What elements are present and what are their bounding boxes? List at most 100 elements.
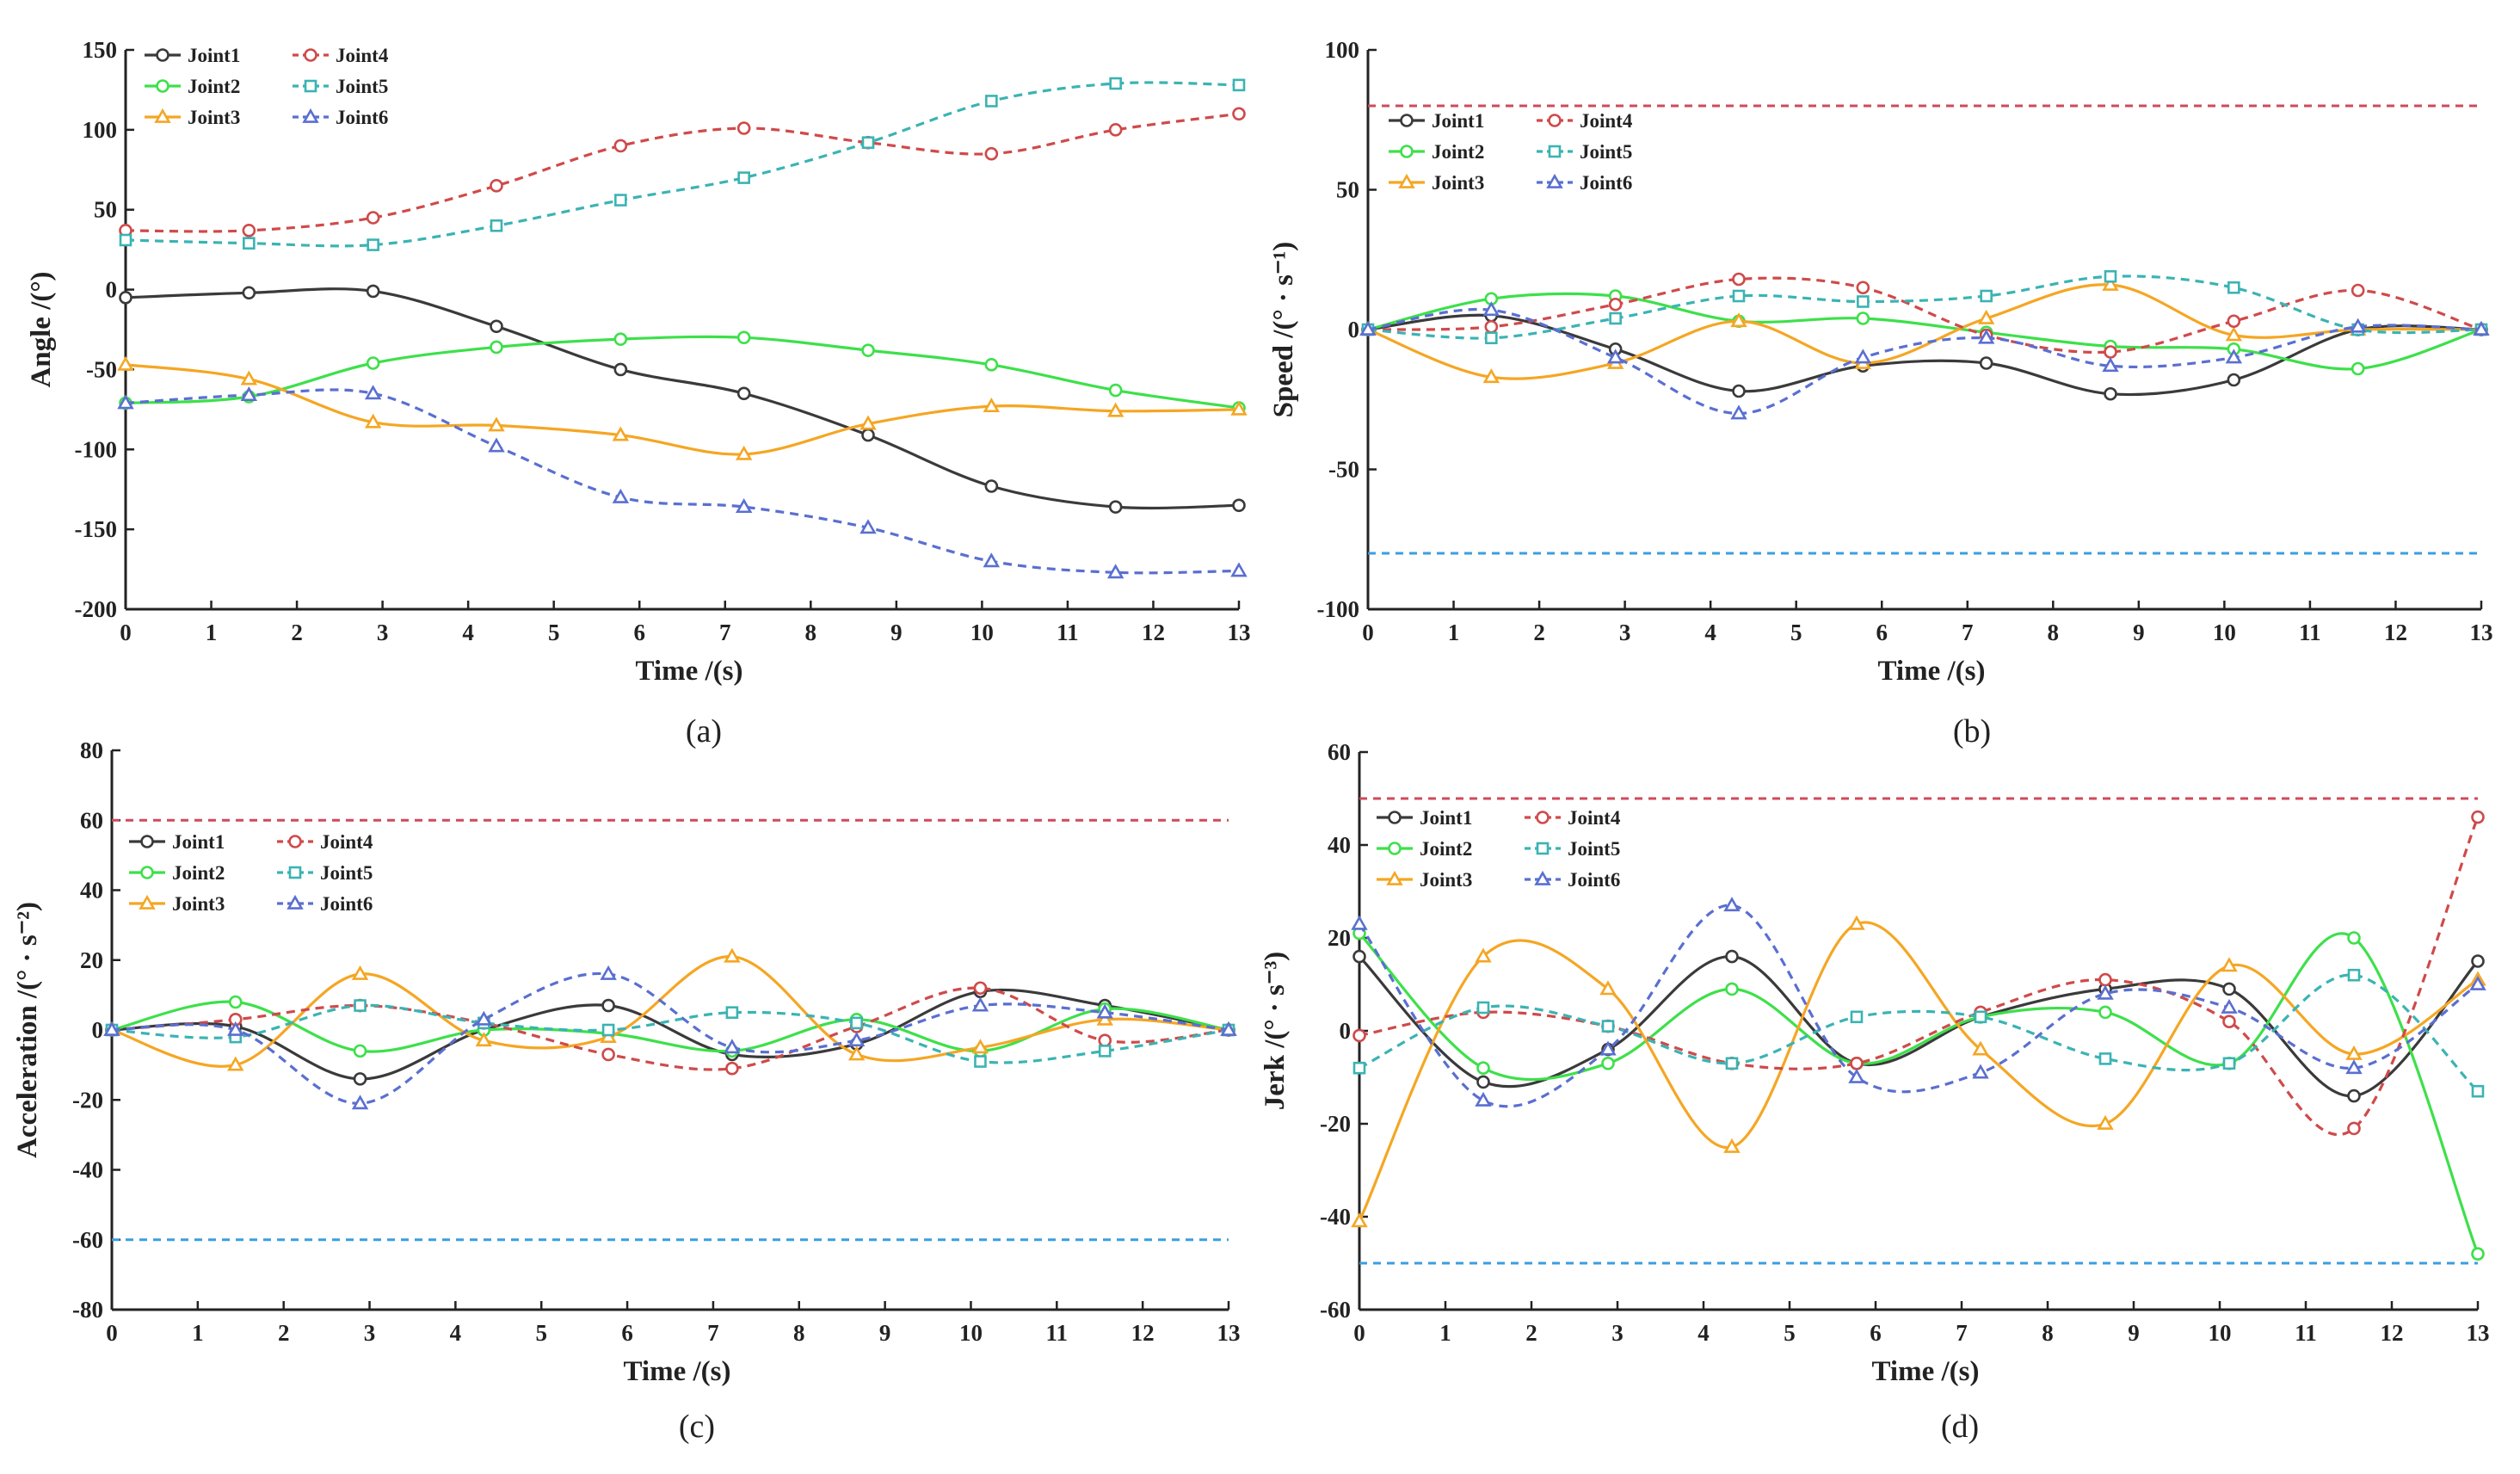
point-joint5 <box>1857 295 1870 308</box>
y-tick-label: -40 <box>1320 1204 1351 1230</box>
point-joint3 <box>227 1056 244 1071</box>
line-joint3 <box>125 363 1240 456</box>
point-joint2 <box>1108 383 1123 398</box>
legend-item-joint3: Joint3 <box>1377 869 1472 891</box>
legend-label: Joint3 <box>1432 172 1484 194</box>
legend-marker <box>140 835 154 848</box>
point-joint4 <box>1850 1057 1864 1070</box>
point-joint6 <box>1854 348 1872 364</box>
legend-marker <box>1548 145 1562 158</box>
legend-label: Joint3 <box>188 107 240 128</box>
legend-marker <box>156 48 169 62</box>
series-joint4 <box>119 107 1246 237</box>
point-joint5 <box>2222 1057 2236 1070</box>
point-joint3 <box>1475 947 1492 963</box>
legend-label: Joint2 <box>1432 141 1484 163</box>
point-joint5 <box>1980 289 1993 303</box>
point-joint6 <box>1606 348 1624 364</box>
y-tick-label: 100 <box>83 117 118 143</box>
point-joint3 <box>1730 312 1747 328</box>
point-joint2 <box>1476 1061 1490 1075</box>
x-axis-title: Time /(s) <box>624 1356 731 1387</box>
point-joint3 <box>612 426 630 441</box>
x-tick-label: 3 <box>364 1320 376 1346</box>
point-joint6 <box>724 1039 741 1054</box>
legend-marker <box>1388 811 1402 824</box>
point-joint5 <box>974 1055 987 1068</box>
legend-label: Joint6 <box>336 107 388 128</box>
x-tick-label: 5 <box>1784 1320 1796 1346</box>
panel-caption: (a) <box>686 713 722 749</box>
x-tick-label: 4 <box>1704 620 1716 645</box>
point-joint6 <box>1475 1091 1492 1107</box>
legend-marker <box>140 866 154 879</box>
point-joint5 <box>1485 331 1498 345</box>
point-joint3 <box>860 415 877 430</box>
legend-item-joint6: Joint6 <box>293 107 388 128</box>
x-tick-label: 10 <box>2213 620 2236 645</box>
legend-item-joint3: Joint3 <box>1389 172 1484 194</box>
x-tick-label: 7 <box>719 620 731 645</box>
y-tick-label: -80 <box>72 1297 103 1323</box>
x-tick-label: 9 <box>2128 1320 2140 1346</box>
series-joint6 <box>1359 301 2490 420</box>
point-joint3 <box>983 398 1001 413</box>
panel-caption: (c) <box>679 1409 715 1445</box>
x-tick-label: 13 <box>2467 1320 2490 1346</box>
x-tick-label: 13 <box>2470 620 2493 645</box>
y-tick-label: 0 <box>1340 1018 1352 1044</box>
line-joint4 <box>125 112 1240 233</box>
point-joint3 <box>1106 402 1124 417</box>
point-joint2 <box>2471 1247 2485 1261</box>
x-tick-label: 12 <box>1142 620 1165 645</box>
line-joint5 <box>1367 274 2482 340</box>
point-joint6 <box>227 1021 244 1036</box>
legend-marker <box>302 108 319 123</box>
y-tick-label: 60 <box>1328 739 1351 765</box>
x-tick-label: 7 <box>1956 1320 1968 1346</box>
point-joint1 <box>1476 1075 1490 1089</box>
point-joint3 <box>1230 400 1248 416</box>
point-joint6 <box>1351 915 1368 930</box>
point-joint3 <box>1096 1010 1113 1026</box>
legend-marker <box>154 108 171 123</box>
point-joint4 <box>242 224 256 237</box>
legend-label: Joint1 <box>1432 110 1484 132</box>
point-joint6 <box>2345 1059 2363 1075</box>
point-joint1 <box>2471 954 2485 968</box>
x-tick-label: 0 <box>106 1320 118 1346</box>
legend-label: Joint2 <box>188 76 240 97</box>
y-tick-label: 80 <box>80 737 103 763</box>
point-joint3 <box>1351 1212 1368 1228</box>
series-joint5 <box>119 77 1246 251</box>
y-tick-label: 50 <box>1336 177 1359 203</box>
y-tick-label: -150 <box>75 516 118 542</box>
point-joint4 <box>1732 272 1746 287</box>
point-joint6 <box>860 519 877 534</box>
x-tick-label: 8 <box>2042 1320 2054 1346</box>
point-joint6 <box>1977 329 1995 344</box>
legend-item-joint6: Joint6 <box>1525 869 1620 891</box>
point-joint6 <box>475 1010 493 1026</box>
point-joint5 <box>1974 1010 1987 1024</box>
point-joint2 <box>736 330 751 345</box>
x-tick-label: 6 <box>633 620 645 645</box>
point-joint1 <box>861 428 875 442</box>
x-tick-label: 2 <box>1525 1320 1537 1346</box>
point-joint3 <box>2097 1114 2114 1130</box>
point-joint6 <box>351 1095 369 1110</box>
point-joint4 <box>1232 107 1246 121</box>
x-tick-label: 0 <box>1353 1320 1365 1346</box>
point-joint6 <box>1359 320 1377 336</box>
point-joint2 <box>1601 1057 1615 1070</box>
point-joint2 <box>2098 1005 2112 1020</box>
legend-item-joint5: Joint5 <box>277 862 373 884</box>
point-joint1 <box>736 386 751 401</box>
line-joint3 <box>1358 921 2479 1223</box>
point-joint5 <box>1352 1061 1366 1075</box>
legend-label: Joint5 <box>336 76 388 97</box>
point-joint4 <box>2222 1015 2236 1028</box>
x-tick-label: 0 <box>120 620 132 645</box>
point-joint6 <box>364 385 382 400</box>
legend-marker <box>1546 173 1563 188</box>
